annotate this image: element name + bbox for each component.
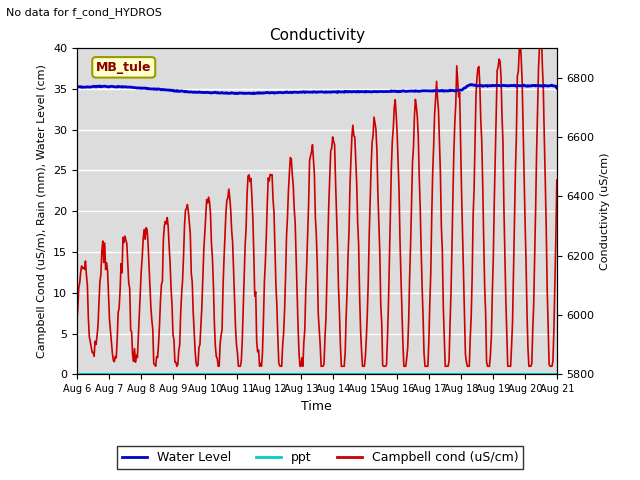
Y-axis label: Campbell Cond (uS/m), Rain (mm), Water Level (cm): Campbell Cond (uS/m), Rain (mm), Water L… [37,64,47,358]
X-axis label: Time: Time [301,400,332,413]
Title: Conductivity: Conductivity [269,28,365,43]
Text: MB_tule: MB_tule [96,61,152,74]
Text: No data for f_cond_HYDROS: No data for f_cond_HYDROS [6,7,163,18]
Y-axis label: Conductivity (uS/cm): Conductivity (uS/cm) [600,153,610,270]
Legend: Water Level, ppt, Campbell cond (uS/cm): Water Level, ppt, Campbell cond (uS/cm) [116,446,524,469]
